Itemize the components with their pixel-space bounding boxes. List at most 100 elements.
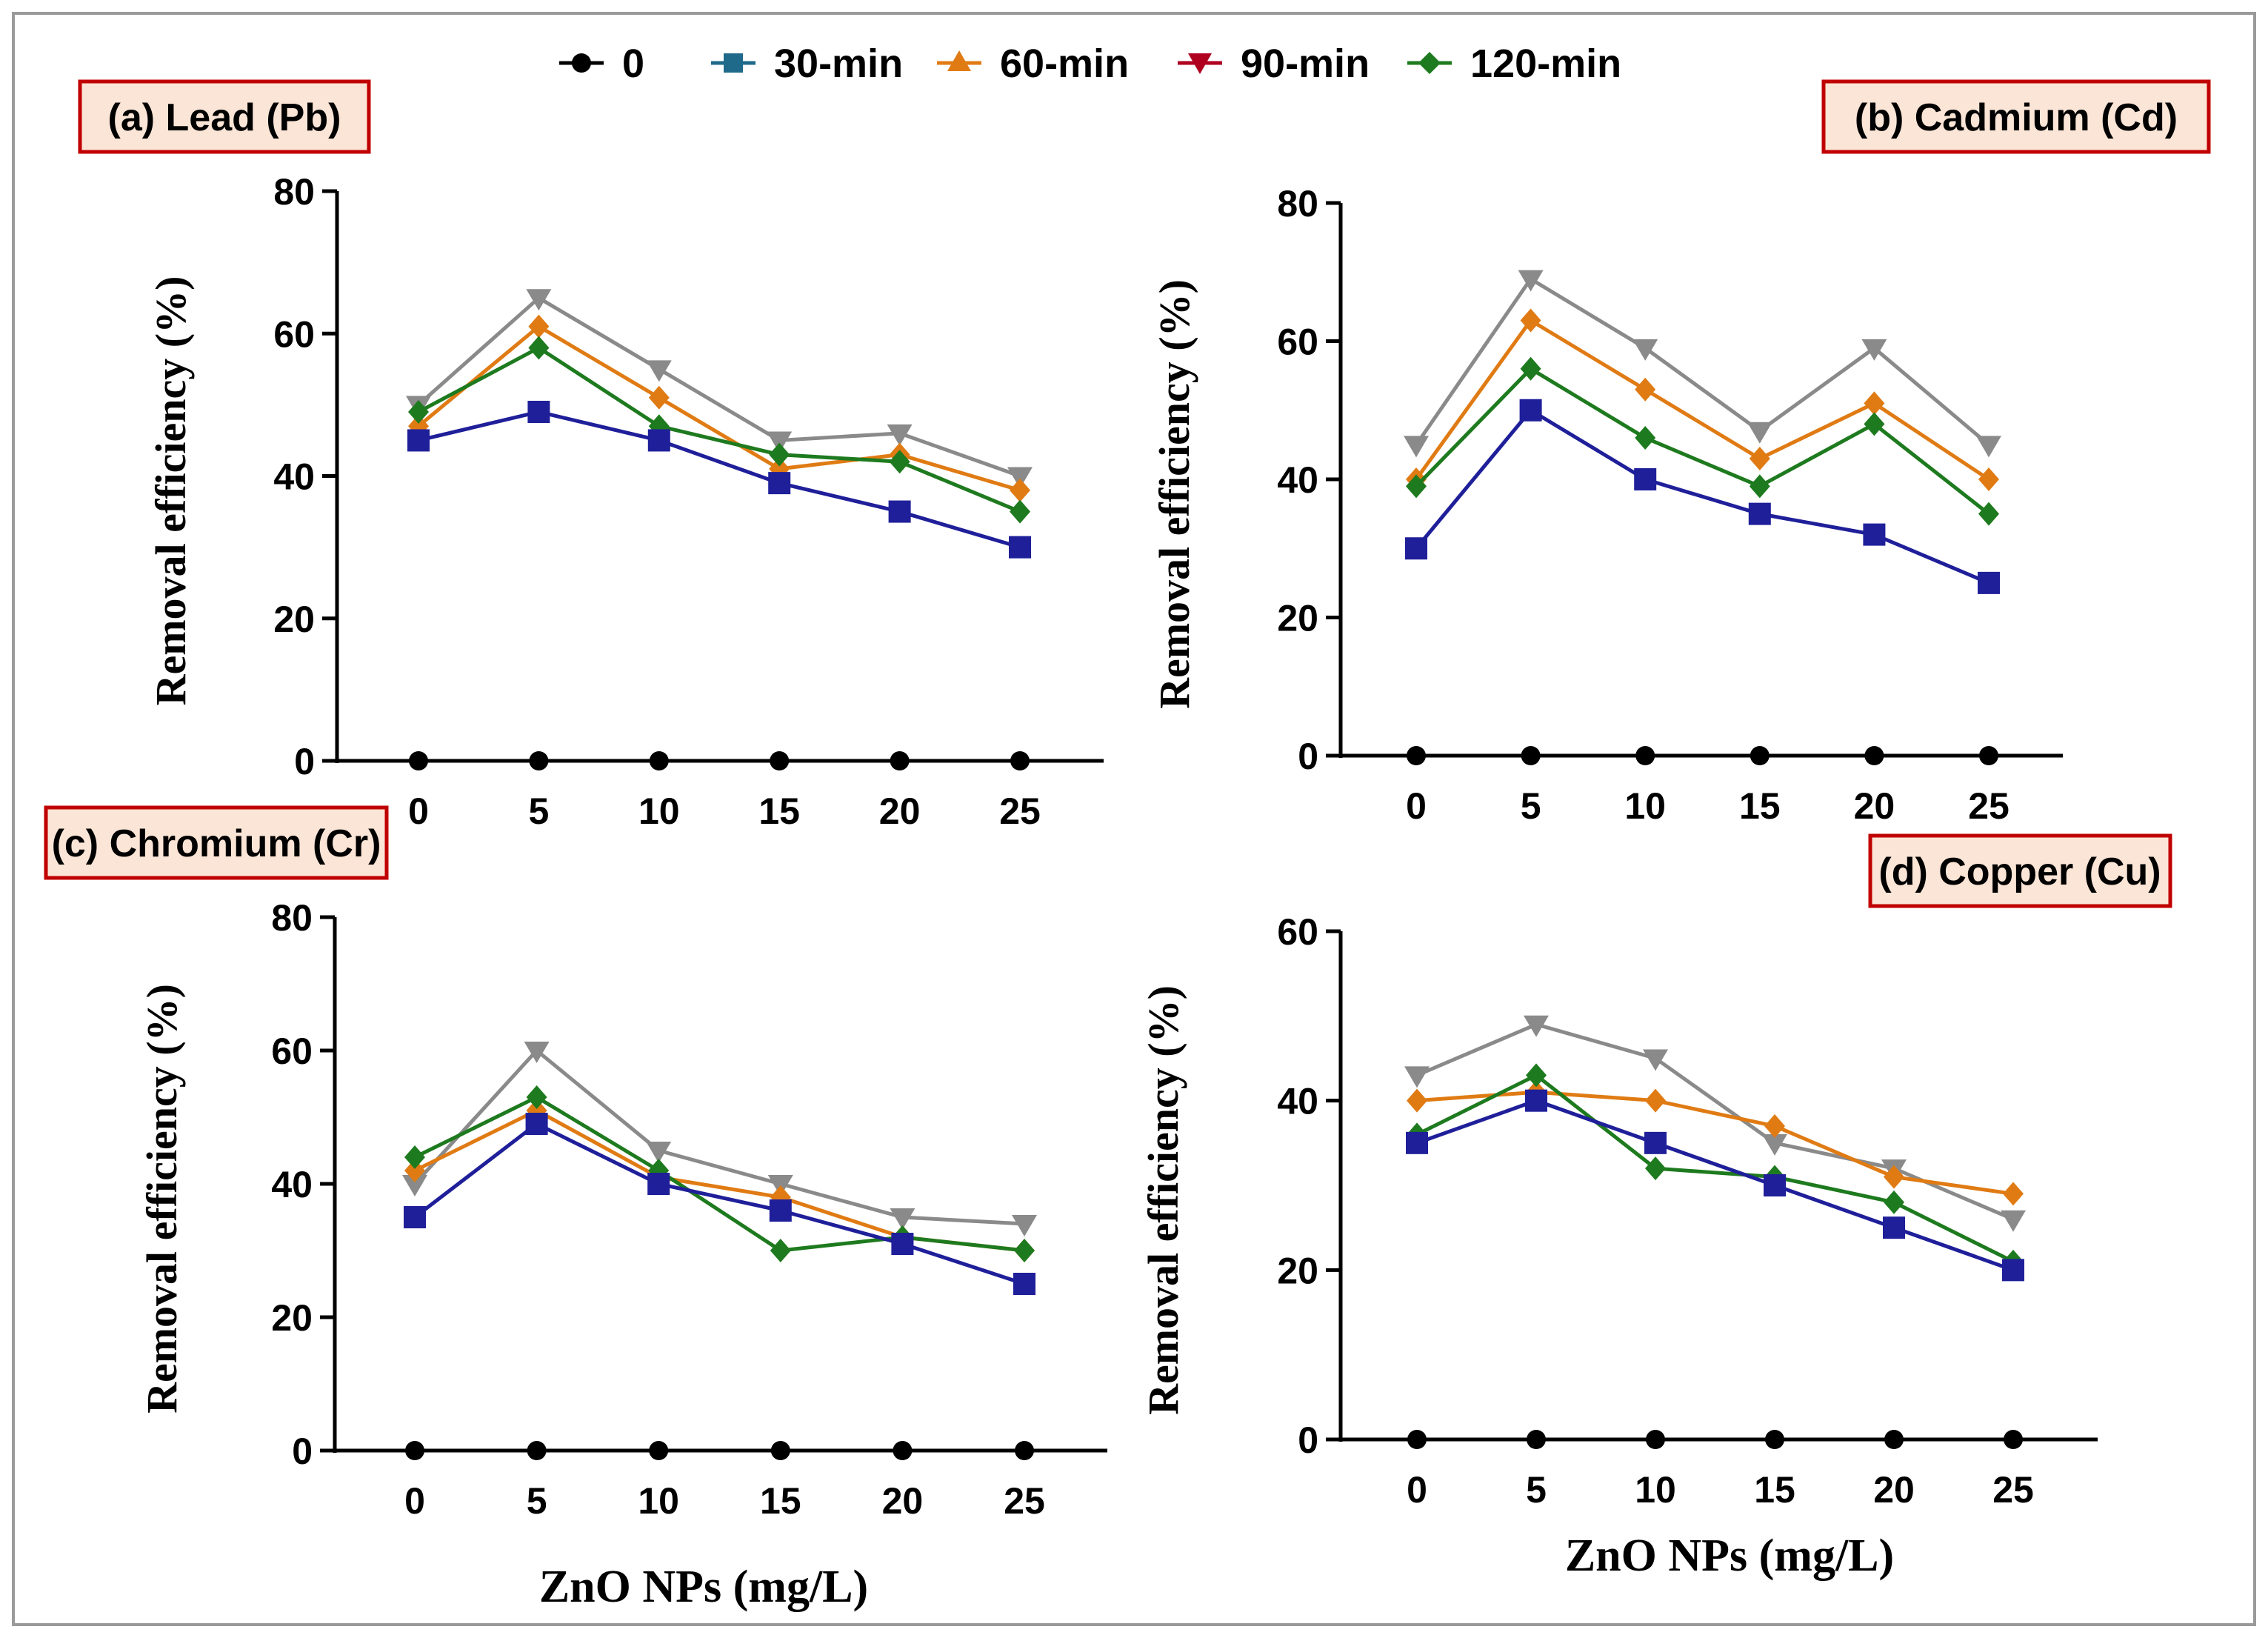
data-point-120-min bbox=[408, 399, 429, 424]
y-tick-label: 40 bbox=[273, 456, 315, 498]
y-tick-label: 0 bbox=[1298, 736, 1318, 777]
y-tick-label: 20 bbox=[273, 599, 315, 640]
data-point-120-min bbox=[1978, 502, 1999, 526]
legend-marker-circle bbox=[572, 53, 591, 73]
x-tick-label: 5 bbox=[528, 790, 549, 832]
data-point-120-min bbox=[1526, 1063, 1547, 1088]
data-point-30-min bbox=[404, 1206, 426, 1228]
series-line-60-min bbox=[417, 324, 1021, 493]
data-point-0 bbox=[527, 1441, 547, 1460]
legend-marker-triangle-up bbox=[947, 50, 971, 71]
data-point-120-min bbox=[1864, 412, 1885, 436]
x-tick-label: 25 bbox=[1004, 1480, 1045, 1522]
panel-title: (a) Lead (Pb) bbox=[108, 96, 341, 139]
data-point-0 bbox=[409, 751, 428, 770]
data-point-120-min bbox=[769, 442, 790, 467]
data-point-30-min bbox=[1883, 1216, 1905, 1239]
data-point-30-min bbox=[2002, 1259, 2024, 1282]
data-point-90-min bbox=[2001, 1210, 2026, 1232]
x-tick-label: 0 bbox=[404, 1480, 425, 1522]
data-point-90-min bbox=[1524, 1015, 1549, 1037]
data-point-30-min bbox=[525, 1113, 548, 1135]
y-axis-title: Removal efficiency (%) bbox=[1150, 279, 1198, 709]
data-point-90-min bbox=[1747, 422, 1772, 444]
data-point-0 bbox=[1407, 746, 1426, 765]
data-point-30-min bbox=[1405, 537, 1427, 560]
series-line-120-min bbox=[1415, 367, 1990, 516]
data-point-0 bbox=[1521, 746, 1541, 765]
data-point-60-min bbox=[1520, 308, 1541, 333]
x-tick-label: 10 bbox=[1635, 1469, 1676, 1511]
data-point-0 bbox=[649, 1441, 669, 1460]
x-tick-label: 25 bbox=[1992, 1469, 2034, 1511]
series-line-90-min bbox=[417, 296, 1021, 478]
legend-label: 90-min bbox=[1241, 41, 1370, 86]
data-point-90-min bbox=[1007, 467, 1033, 489]
x-tick-label: 0 bbox=[1406, 785, 1427, 827]
legend-item-120-min: 120-min bbox=[1407, 41, 1621, 86]
data-point-30-min bbox=[647, 1173, 670, 1195]
data-point-60-min bbox=[528, 314, 550, 339]
data-point-120-min bbox=[889, 450, 910, 474]
y-axis-title: Removal efficiency (%) bbox=[1139, 985, 1187, 1415]
data-point-60-min bbox=[1884, 1165, 1904, 1189]
series-line-30-min bbox=[1415, 408, 1989, 585]
data-point-30-min bbox=[1013, 1273, 1035, 1295]
x-tick-label: 15 bbox=[1754, 1469, 1795, 1511]
data-point-0 bbox=[1979, 746, 1998, 765]
y-tick-label: 40 bbox=[271, 1164, 313, 1205]
data-point-0 bbox=[770, 751, 790, 770]
data-point-0 bbox=[890, 751, 910, 770]
data-point-0 bbox=[1646, 1430, 1665, 1449]
data-point-0 bbox=[893, 1441, 913, 1460]
data-point-90-min bbox=[1404, 436, 1429, 458]
data-point-0 bbox=[529, 751, 549, 770]
y-tick-label: 60 bbox=[273, 313, 315, 355]
x-tick-label: 5 bbox=[1526, 1469, 1547, 1511]
series-line-30-min bbox=[413, 1122, 1025, 1286]
data-point-120-min bbox=[1014, 1239, 1035, 1262]
y-tick-label: 60 bbox=[1277, 911, 1318, 953]
series-line-60-min bbox=[1414, 319, 1990, 482]
data-point-0 bbox=[1015, 1441, 1034, 1460]
data-point-90-min bbox=[524, 1042, 550, 1063]
data-point-0 bbox=[1765, 1430, 1784, 1449]
panel-label-b: (b) Cadmium (Cd) bbox=[1821, 79, 2211, 154]
x-tick-label: 20 bbox=[882, 1480, 924, 1522]
data-point-30-min bbox=[769, 1199, 792, 1222]
data-point-0 bbox=[1864, 746, 1884, 765]
data-point-0 bbox=[1527, 1430, 1546, 1449]
data-point-120-min bbox=[1010, 499, 1030, 524]
legend-item-30-min: 30-min bbox=[711, 41, 903, 86]
data-point-0 bbox=[1750, 746, 1770, 765]
legend: 0 30-min 60-min 90-min 120-min bbox=[559, 41, 1621, 86]
data-point-90-min bbox=[646, 360, 672, 382]
series-line-120-min bbox=[1415, 1073, 2015, 1264]
x-tick-label: 25 bbox=[1968, 785, 2009, 827]
data-point-90-min bbox=[1518, 270, 1544, 292]
y-tick-label: 20 bbox=[271, 1297, 313, 1339]
data-point-60-min bbox=[2003, 1182, 2024, 1206]
data-point-90-min bbox=[890, 1208, 915, 1230]
data-point-0 bbox=[405, 1441, 424, 1460]
data-point-120-min bbox=[770, 1239, 791, 1262]
data-point-60-min bbox=[1978, 467, 1999, 491]
data-point-0 bbox=[1010, 751, 1030, 770]
y-tick-label: 60 bbox=[1277, 322, 1318, 363]
data-point-30-min bbox=[1634, 468, 1657, 490]
legend-item-0: 0 bbox=[559, 41, 644, 86]
data-point-30-min bbox=[891, 1233, 914, 1255]
data-point-30-min bbox=[1863, 523, 1886, 546]
data-point-30-min bbox=[1525, 1089, 1547, 1112]
x-tick-label: 10 bbox=[638, 790, 680, 832]
x-tick-label: 10 bbox=[638, 1480, 679, 1522]
x-tick-label: 15 bbox=[760, 1480, 801, 1522]
data-point-30-min bbox=[1748, 502, 1771, 525]
panel-cadmium: 0 20 40 60 80 0 5 10 15 20 25 Removal efficiency (%… bbox=[1150, 183, 2063, 827]
series-line-90-min bbox=[413, 1048, 1025, 1226]
y-tick-label: 60 bbox=[271, 1031, 313, 1072]
series-line-30-min bbox=[1416, 1099, 2014, 1272]
data-point-60-min bbox=[648, 385, 670, 410]
legend-label: 60-min bbox=[1000, 41, 1129, 86]
data-point-0 bbox=[649, 751, 669, 770]
